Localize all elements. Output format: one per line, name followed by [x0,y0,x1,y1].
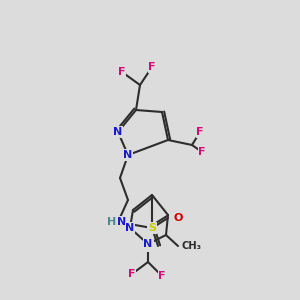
Text: N: N [113,127,123,137]
Text: N: N [125,223,135,233]
Text: H: H [107,217,117,227]
Text: O: O [144,241,153,251]
Text: F: F [148,62,156,72]
Text: N: N [123,150,133,160]
Text: N: N [117,217,127,227]
Text: F: F [198,147,206,157]
Text: F: F [196,127,204,137]
Text: CH₃: CH₃ [181,241,201,251]
Text: S: S [148,223,156,233]
Text: O: O [173,213,182,223]
Text: F: F [128,269,136,279]
Text: N: N [143,239,153,249]
Text: F: F [158,271,166,281]
Text: F: F [118,67,126,77]
